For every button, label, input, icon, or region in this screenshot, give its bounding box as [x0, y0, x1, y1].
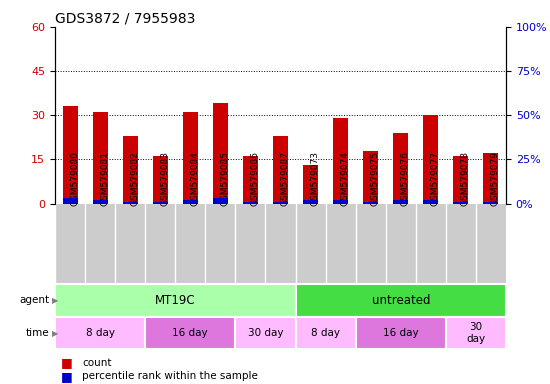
Text: agent: agent — [19, 295, 50, 306]
Text: 16 day: 16 day — [383, 328, 419, 338]
Bar — [424, 200, 438, 204]
Bar — [213, 198, 228, 204]
Text: GSM579082: GSM579082 — [130, 151, 139, 206]
Bar — [303, 200, 318, 204]
Bar — [303, 165, 318, 204]
Bar — [424, 115, 438, 204]
Bar — [92, 200, 108, 204]
Text: ▶: ▶ — [52, 329, 59, 338]
Bar — [183, 112, 198, 204]
Text: GSM579085: GSM579085 — [221, 151, 229, 206]
Text: GSM579073: GSM579073 — [311, 151, 320, 206]
Text: GSM579079: GSM579079 — [491, 151, 500, 206]
FancyBboxPatch shape — [235, 317, 295, 349]
FancyBboxPatch shape — [356, 317, 446, 349]
Bar — [363, 202, 378, 204]
FancyBboxPatch shape — [55, 317, 145, 349]
Text: untreated: untreated — [371, 294, 430, 307]
Bar — [153, 202, 168, 204]
FancyBboxPatch shape — [295, 317, 356, 349]
Text: percentile rank within the sample: percentile rank within the sample — [82, 371, 258, 381]
Bar — [63, 106, 78, 204]
Text: GSM579086: GSM579086 — [250, 151, 260, 206]
Bar — [273, 136, 288, 204]
Text: 30 day: 30 day — [248, 328, 283, 338]
Text: GSM579084: GSM579084 — [190, 151, 199, 206]
Text: GDS3872 / 7955983: GDS3872 / 7955983 — [55, 12, 195, 26]
Bar — [213, 103, 228, 204]
Bar — [123, 136, 138, 204]
Bar — [483, 202, 498, 204]
Bar — [183, 200, 198, 204]
Text: 30
day: 30 day — [466, 322, 486, 344]
Bar — [453, 156, 469, 204]
Bar — [243, 202, 258, 204]
Bar — [92, 112, 108, 204]
FancyBboxPatch shape — [446, 317, 506, 349]
Bar — [363, 151, 378, 204]
Text: 16 day: 16 day — [173, 328, 208, 338]
Text: 8 day: 8 day — [311, 328, 340, 338]
FancyBboxPatch shape — [295, 284, 506, 317]
Bar — [393, 133, 408, 204]
Text: GSM579083: GSM579083 — [160, 151, 169, 206]
Bar — [393, 200, 408, 204]
Text: 8 day: 8 day — [86, 328, 114, 338]
Text: GSM579074: GSM579074 — [340, 151, 350, 206]
Text: MT19C: MT19C — [155, 294, 196, 307]
FancyBboxPatch shape — [145, 317, 235, 349]
Text: ■: ■ — [60, 356, 72, 369]
Text: ▶: ▶ — [52, 296, 59, 305]
Text: GSM579076: GSM579076 — [401, 151, 410, 206]
Text: ■: ■ — [60, 370, 72, 383]
Text: GSM579081: GSM579081 — [100, 151, 109, 206]
Bar — [453, 202, 469, 204]
Bar — [483, 154, 498, 204]
Text: GSM579077: GSM579077 — [431, 151, 440, 206]
Text: GSM579080: GSM579080 — [70, 151, 79, 206]
Text: GSM579078: GSM579078 — [461, 151, 470, 206]
Bar — [273, 202, 288, 204]
Bar — [63, 198, 78, 204]
Bar — [333, 118, 348, 204]
Text: GSM579075: GSM579075 — [371, 151, 380, 206]
Bar — [153, 156, 168, 204]
Bar — [123, 202, 138, 204]
Text: time: time — [26, 328, 50, 338]
Text: count: count — [82, 358, 112, 368]
FancyBboxPatch shape — [55, 284, 295, 317]
Bar — [333, 200, 348, 204]
Text: GSM579087: GSM579087 — [280, 151, 289, 206]
Bar — [243, 156, 258, 204]
